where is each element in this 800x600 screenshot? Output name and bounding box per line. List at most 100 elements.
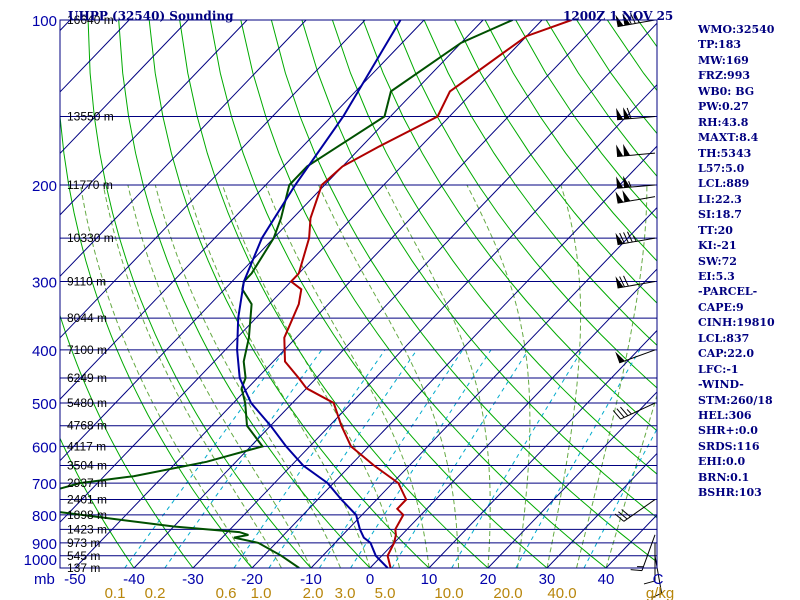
index-item: KI:-21 — [698, 239, 737, 253]
wind-barb-200 — [616, 175, 656, 189]
moist-adiabat-10 — [265, 184, 430, 568]
isotherm--80 — [60, 20, 425, 400]
isotherm--50 — [74, 20, 602, 568]
isotherm--10 — [310, 206, 657, 568]
mixing-ratio-tick-5: 3.0 — [335, 585, 356, 600]
index-item: -WIND- — [698, 378, 744, 392]
height-label-100: 16640 m — [67, 13, 114, 27]
index-item: HEL:306 — [698, 408, 752, 422]
height-label-950: 545 m — [67, 549, 100, 563]
index-item: FRZ:993 — [698, 69, 751, 83]
pressure-tick-600: 600 — [32, 439, 57, 456]
moist-adiabat-40 — [605, 393, 657, 568]
index-item: CAP:22.0 — [698, 347, 755, 361]
dewpoint-trace — [60, 20, 514, 568]
temperature-trace — [283, 20, 572, 568]
index-item: LCL:889 — [698, 177, 750, 191]
index-item: MW:169 — [698, 53, 749, 67]
mixing-ratio-tick-4: 2.0 — [303, 585, 324, 600]
index-item: L57:5.0 — [698, 161, 745, 175]
index-item: LFC:-1 — [698, 362, 739, 376]
temperature-tick-10: C — [653, 571, 664, 588]
mixing-ratio-tick-9: 40.0 — [547, 585, 576, 600]
moist-adiabat--15 — [102, 184, 282, 568]
index-item: SW:72 — [698, 254, 737, 268]
height-label-300: 9110 m — [67, 274, 106, 288]
height-label-750: 2401 m — [67, 493, 107, 507]
temperature-tick-6: 10 — [421, 571, 438, 588]
index-item: SHR+:0.0 — [698, 424, 758, 438]
moist-adiabat--20 — [79, 184, 253, 568]
pressure-tick-900: 900 — [32, 536, 57, 553]
index-item: BSHR:103 — [698, 486, 762, 500]
isotherm-0 — [369, 268, 657, 568]
mixing-ratio-tick-1: 0.2 — [145, 585, 166, 600]
temperature-tick-8: 30 — [539, 571, 556, 588]
temperature-tick-2: -30 — [182, 571, 204, 588]
index-item: WB0: BG — [698, 84, 755, 98]
isotherm--90 — [60, 20, 366, 339]
wind-barb-300 — [615, 275, 656, 289]
wind-barb-900 — [643, 542, 656, 585]
height-label-400: 7100 m — [67, 343, 107, 357]
isotherms — [60, 20, 657, 568]
height-label-650: 3504 m — [67, 458, 107, 472]
temperature-tick-0: -50 — [64, 571, 86, 588]
index-item: EI:5.3 — [698, 270, 735, 283]
index-item: MAXT:8.4 — [698, 131, 759, 145]
wind-barb-100 — [615, 12, 656, 28]
temperature-tick-1: -40 — [123, 571, 145, 588]
isotherm--20 — [251, 145, 657, 568]
chart-title: UHPP (32540) Sounding — [68, 9, 234, 23]
wind-barbs — [612, 12, 663, 599]
height-label-150: 13550 m — [67, 109, 114, 123]
index-item: BRN:0.1 — [698, 470, 750, 484]
mixing-ratio-tick-7: 10.0 — [434, 585, 463, 600]
index-item: SRDS:116 — [698, 439, 760, 453]
isotherm--120 — [60, 20, 189, 155]
height-label-500: 5480 m — [67, 396, 107, 410]
pressure-tick-800: 800 — [32, 508, 57, 525]
isotherm--30 — [192, 83, 657, 568]
wind-barb-870 — [630, 534, 656, 572]
pressure-tick-400: 400 — [32, 343, 57, 360]
isotherm--40 — [133, 22, 657, 568]
index-item: -PARCEL- — [698, 285, 758, 299]
wind-barb-210 — [615, 190, 656, 204]
height-label-600: 4117 m — [67, 439, 106, 453]
mixing-ratio-tick-0: 0.1 — [105, 585, 126, 600]
moist-adiabat--10 — [127, 184, 312, 568]
index-item: STM:260/18 — [698, 393, 773, 407]
mixing-ratio-tick-10: g/kg — [646, 585, 674, 600]
height-label-1000: 137 m — [67, 561, 100, 575]
isotherm--110 — [60, 20, 248, 216]
temperature-tick-4: -10 — [300, 571, 322, 588]
index-item: TH:5343 — [698, 146, 752, 160]
parcel-trace — [236, 20, 402, 568]
index-item: TT:20 — [698, 223, 733, 237]
wind-barb-250 — [615, 231, 656, 246]
temperature-tick-5: 0 — [366, 571, 374, 588]
wind-barb-950 — [651, 555, 663, 599]
height-label-250: 10330 m — [67, 231, 114, 245]
moist-adiabat-35 — [576, 184, 648, 568]
index-item: LI:22.3 — [698, 192, 742, 206]
index-item: RH:43.8 — [698, 115, 749, 129]
sounding-traces — [60, 20, 572, 568]
plot-frame — [59, 19, 658, 569]
wind-barb-750 — [614, 499, 656, 522]
index-item: CAPE:9 — [698, 300, 744, 314]
isotherm--100 — [60, 20, 307, 278]
stability-indices-panel: WMO:32540 TP:183 MW:169 FRZ:993 WB0: BG PW:0.… — [698, 22, 798, 501]
isotherm-10 — [428, 329, 657, 568]
index-item: PW:0.27 — [698, 100, 749, 114]
isotherm--60 — [60, 20, 543, 523]
index-item: TP:183 — [698, 38, 742, 52]
wind-barb-175 — [616, 143, 656, 157]
temperature-tick-3: -20 — [241, 571, 263, 588]
index-item: CINH:19810 — [698, 316, 775, 330]
height-label-450: 6249 m — [67, 371, 107, 385]
height-label-900: 973 m — [67, 536, 100, 550]
isobars — [60, 19, 657, 569]
